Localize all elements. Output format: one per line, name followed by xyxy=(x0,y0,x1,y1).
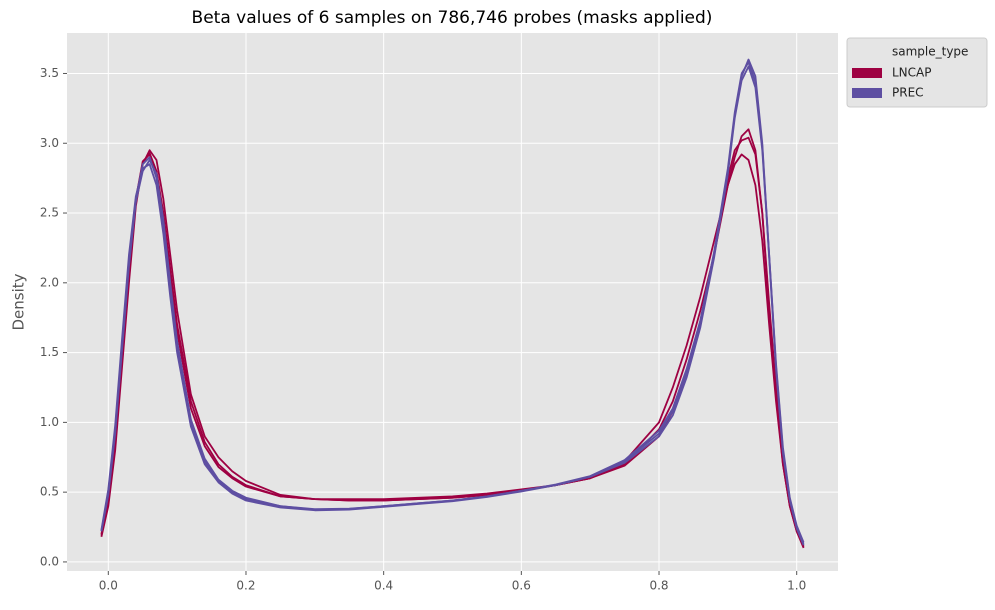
y-tick-label: 3.0 xyxy=(40,136,59,150)
x-tick-label: 1.0 xyxy=(787,579,806,593)
x-tick-label: 0.2 xyxy=(236,579,255,593)
x-tick-label: 0.6 xyxy=(512,579,531,593)
legend-label: LNCAP xyxy=(892,66,932,80)
y-tick-label: 2.0 xyxy=(40,275,59,289)
x-tick-label: 0.4 xyxy=(374,579,393,593)
y-tick-label: 1.0 xyxy=(40,415,59,429)
density-line xyxy=(100,128,805,549)
x-tick-label: 0.8 xyxy=(649,579,668,593)
plot-background xyxy=(67,33,838,571)
y-tick-label: 2.5 xyxy=(40,206,59,220)
legend-label: PREC xyxy=(892,86,924,100)
legend-swatch xyxy=(852,68,882,78)
density-line xyxy=(100,61,805,546)
chart-title: Beta values of 6 samples on 786,746 prob… xyxy=(192,8,713,28)
legend-title: sample_type xyxy=(892,45,968,59)
density-line xyxy=(100,153,805,547)
grid xyxy=(67,33,838,571)
y-tick-label: 0.5 xyxy=(40,485,59,499)
y-tick-label: 1.5 xyxy=(40,345,59,359)
legend-swatch xyxy=(852,88,882,98)
y-axis-label: Density xyxy=(10,273,28,330)
legend: sample_type LNCAP PREC xyxy=(846,37,988,108)
y-tick-label: 3.5 xyxy=(40,66,59,80)
y-tick-label: 0.0 xyxy=(40,554,59,568)
lines xyxy=(100,58,805,549)
x-tick-label: 0.0 xyxy=(99,579,118,593)
